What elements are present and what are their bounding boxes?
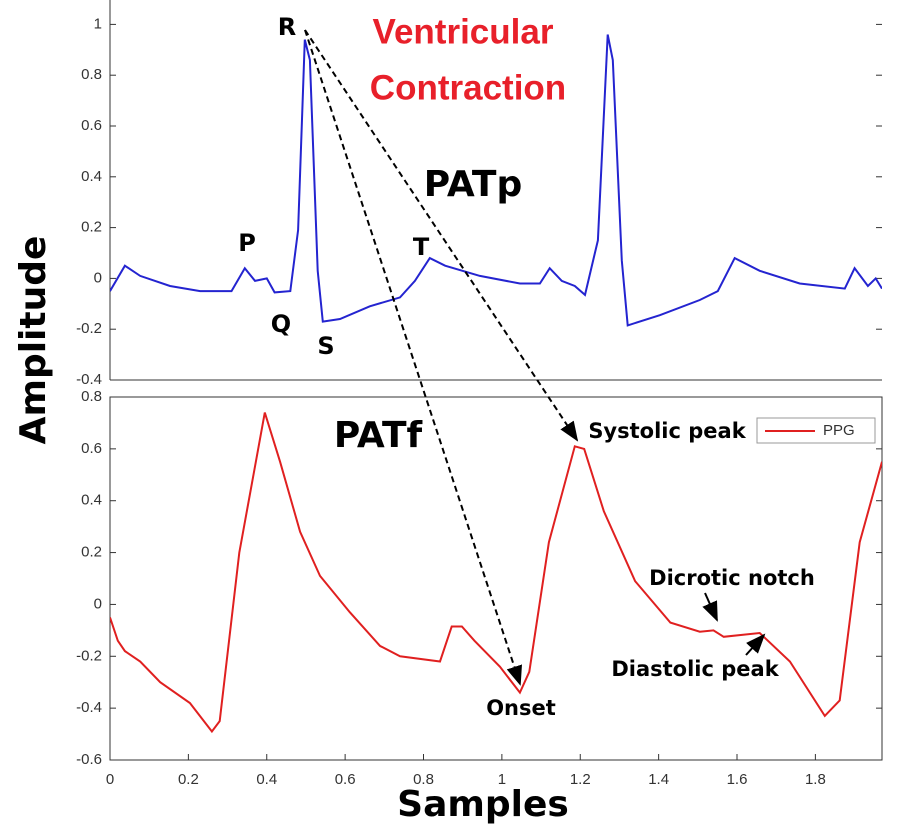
annotation: T xyxy=(413,233,430,261)
patf-arrow xyxy=(304,29,522,686)
x-tick-label: 0.4 xyxy=(256,771,277,788)
y-axis-label: Amplitude xyxy=(13,236,54,445)
y-tick-label: -0.4 xyxy=(76,699,102,716)
y-tick-label: 0 xyxy=(94,269,102,286)
annotation: Ventricular xyxy=(373,12,554,51)
x-tick-label: 0.8 xyxy=(413,771,434,788)
y-tick-label: 0.8 xyxy=(81,388,102,405)
y-tick-label: 0.6 xyxy=(81,117,102,134)
y-tick-label: 0.2 xyxy=(81,544,102,561)
y-tick-label: 0.8 xyxy=(81,66,102,83)
y-tick-label: -0.2 xyxy=(76,647,102,664)
x-tick-label: 1 xyxy=(498,771,506,788)
y-tick-label: -0.6 xyxy=(76,751,102,768)
annotation: R xyxy=(278,13,296,41)
notch-arrow xyxy=(702,592,718,622)
legend-label: PPG xyxy=(823,422,855,439)
x-tick-label: 1.8 xyxy=(805,771,826,788)
y-tick-label: 0.4 xyxy=(81,168,102,185)
annotation: Diastolic peak xyxy=(611,657,779,681)
plot-area xyxy=(110,412,882,734)
annotation: Systolic peak xyxy=(588,419,746,443)
annotation: PATf xyxy=(334,415,423,456)
x-tick-label: 0.6 xyxy=(335,771,356,788)
patp-arrow xyxy=(304,29,579,442)
x-tick-label: 0 xyxy=(106,771,114,788)
annotation: P xyxy=(238,229,256,257)
x-tick-label: 1.4 xyxy=(648,771,669,788)
annotation: Q xyxy=(271,310,291,338)
y-tick-label: 0 xyxy=(94,595,102,612)
annotation: Onset xyxy=(486,696,556,720)
diastolic-arrow xyxy=(745,633,766,656)
y-tick-label: 0.6 xyxy=(81,440,102,457)
line xyxy=(110,34,882,327)
y-tick-label: -0.4 xyxy=(76,371,102,388)
plots: -0.4 -0.2 0 0.2 0.4 0.6 0.8 1 R P QS T Ventricular Co… xyxy=(76,0,883,788)
y-tick-label: 0.4 xyxy=(81,492,102,509)
line xyxy=(110,412,882,734)
axes-frame xyxy=(109,396,883,761)
annotation: PATp xyxy=(424,164,522,205)
y-tick-label: 1 xyxy=(94,15,102,32)
annotation: Dicrotic notch xyxy=(649,566,815,590)
plot-area xyxy=(110,34,882,327)
x-tick-label: 1.6 xyxy=(727,771,748,788)
x-tick-label: 1.2 xyxy=(570,771,591,788)
y-tick-label: 0.2 xyxy=(81,219,102,236)
annotation: S xyxy=(317,332,334,360)
x-axis-label: Samples xyxy=(397,784,569,825)
x-tick-label: 0.2 xyxy=(178,771,199,788)
annotation: Contraction xyxy=(370,68,566,107)
y-tick-label: -0.2 xyxy=(76,320,102,337)
